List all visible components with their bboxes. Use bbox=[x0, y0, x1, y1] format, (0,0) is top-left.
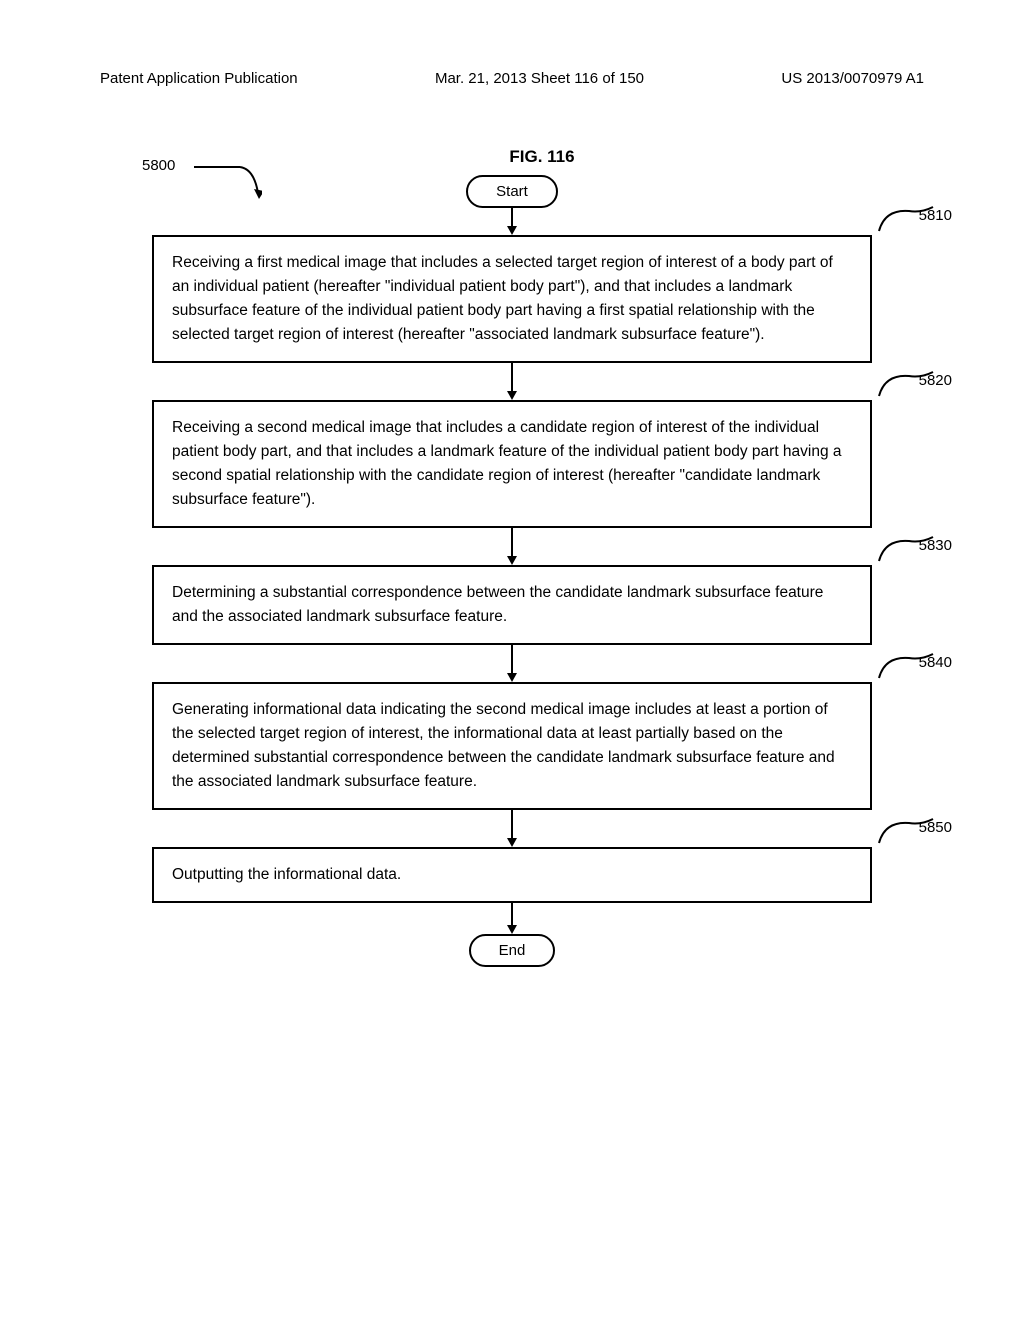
process-box: Receiving a second medical image that in… bbox=[152, 400, 872, 528]
connector bbox=[152, 645, 872, 682]
step-ref-number: 5840 bbox=[919, 654, 952, 671]
step-ref-number: 5830 bbox=[919, 537, 952, 554]
end-terminal-wrap: End bbox=[152, 934, 872, 967]
flowchart: 5800 Start 5810 Receiving a first medica… bbox=[152, 175, 872, 967]
connector bbox=[152, 528, 872, 565]
step-ref-number: 5850 bbox=[919, 819, 952, 836]
start-terminal: Start bbox=[466, 175, 558, 208]
step-ref-number: 5810 bbox=[919, 207, 952, 224]
figure-title: FIG. 116 bbox=[140, 147, 944, 167]
step-ref-number: 5820 bbox=[919, 372, 952, 389]
connector bbox=[152, 363, 872, 400]
step-row: 5810 Receiving a first medical image tha… bbox=[152, 235, 872, 363]
page: Patent Application Publication Mar. 21, … bbox=[0, 0, 1024, 1007]
header-center: Mar. 21, 2013 Sheet 116 of 150 bbox=[435, 70, 644, 87]
step-row: 5850 Outputting the informational data. bbox=[152, 847, 872, 903]
connector bbox=[152, 903, 872, 934]
end-terminal: End bbox=[469, 934, 556, 967]
step-row: 5830 Determining a substantial correspon… bbox=[152, 565, 872, 645]
page-header: Patent Application Publication Mar. 21, … bbox=[80, 70, 944, 87]
step-row: 5820 Receiving a second medical image th… bbox=[152, 400, 872, 528]
process-box: Determining a substantial correspondence… bbox=[152, 565, 872, 645]
header-right: US 2013/0070979 A1 bbox=[781, 70, 924, 87]
header-left: Patent Application Publication bbox=[100, 70, 298, 87]
process-box: Receiving a first medical image that inc… bbox=[152, 235, 872, 363]
process-box: Generating informational data indicating… bbox=[152, 682, 872, 810]
connector bbox=[152, 208, 872, 235]
connector bbox=[152, 810, 872, 847]
main-ref-number: 5800 bbox=[142, 157, 175, 174]
start-terminal-wrap: Start bbox=[152, 175, 872, 208]
process-box: Outputting the informational data. bbox=[152, 847, 872, 903]
step-row: 5840 Generating informational data indic… bbox=[152, 682, 872, 810]
